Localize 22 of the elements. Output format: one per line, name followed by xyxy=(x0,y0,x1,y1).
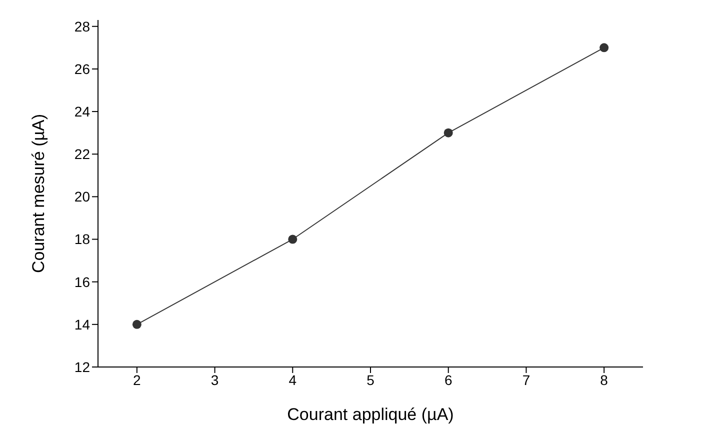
y-tick-label: 16 xyxy=(74,274,90,290)
point xyxy=(444,128,453,138)
x-tick-label: 2 xyxy=(133,372,142,388)
point xyxy=(288,234,298,244)
x-tick-label: 8 xyxy=(600,372,608,388)
x-tick-label: 4 xyxy=(288,372,297,388)
x-axis-title: Courant appliqué (µA) xyxy=(287,405,454,424)
point xyxy=(132,320,142,329)
x-tick-label: 3 xyxy=(210,372,219,388)
y-tick-label: 28 xyxy=(74,18,90,34)
y-tick-label: 18 xyxy=(74,231,90,248)
y-tick-label: 14 xyxy=(74,316,90,332)
y-tick-label: 12 xyxy=(74,358,90,375)
y-axis-title: Courant mesuré (µA) xyxy=(29,114,48,274)
y-tick-label: 24 xyxy=(74,104,90,120)
y-tick-label: 26 xyxy=(74,60,90,77)
y-tick-label: 20 xyxy=(74,188,90,205)
x-tick-label: 7 xyxy=(522,372,530,388)
y-tick-label: 22 xyxy=(74,146,90,162)
x-tick-label: 6 xyxy=(444,372,452,388)
x-tick-label: 5 xyxy=(366,372,375,388)
point xyxy=(600,43,609,52)
